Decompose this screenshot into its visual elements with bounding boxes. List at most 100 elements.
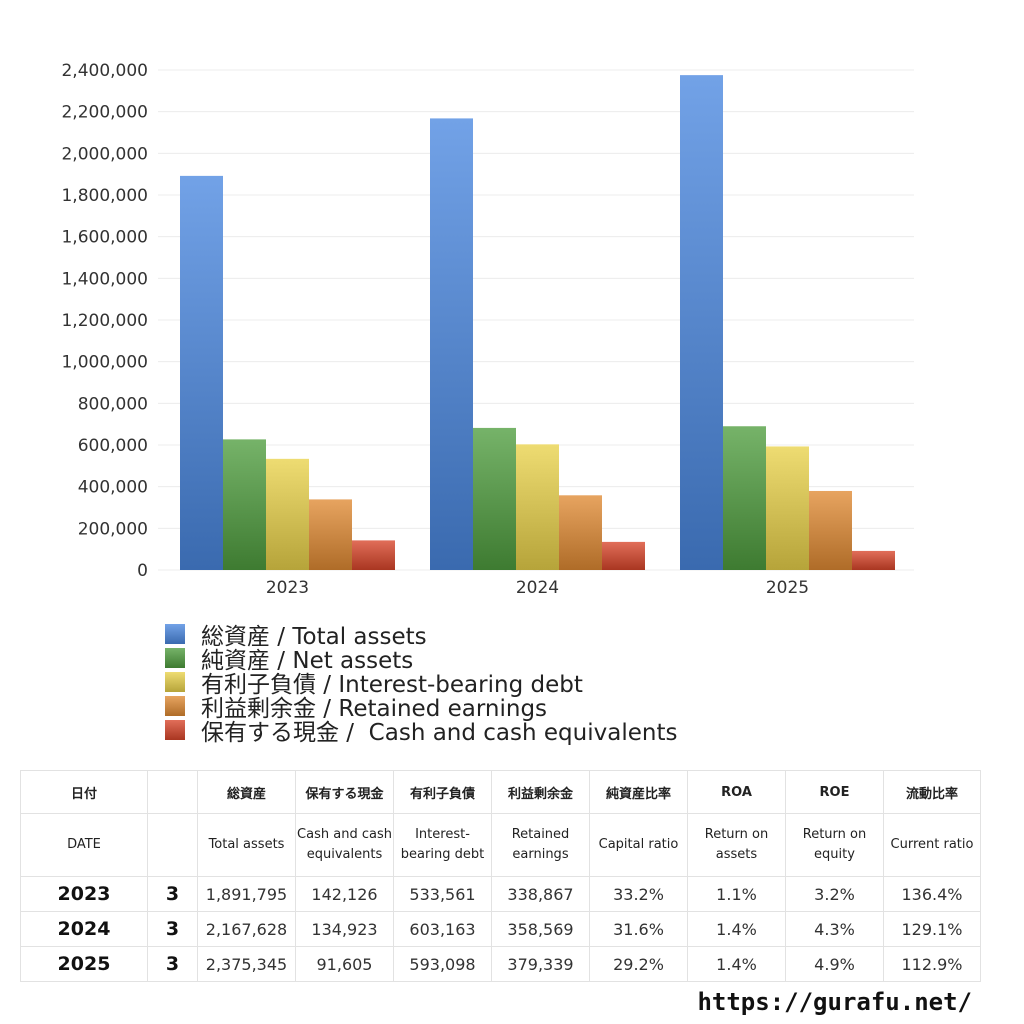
bar-2025-series-3 <box>766 446 809 570</box>
y-tick-label: 1,600,000 <box>61 228 148 248</box>
legend-item: 保有する現金 / Cash and cash equivalents <box>165 718 677 746</box>
table-cell: 3.2% <box>785 876 884 912</box>
legend-label: 保有する現金 / Cash and cash equivalents <box>201 720 678 746</box>
header-cell-jp: 純資産比率 <box>589 770 688 814</box>
bar-2023-series-2 <box>223 439 266 570</box>
table-cell: 2025 <box>20 946 148 982</box>
table-cell: 2,167,628 <box>197 911 296 947</box>
table-cell: 91,605 <box>295 946 394 982</box>
legend-swatch <box>165 672 185 692</box>
table-cell: 4.3% <box>785 911 884 947</box>
table-cell: 1.4% <box>687 911 786 947</box>
bar-2025-series-4 <box>809 490 852 570</box>
legend-label: 純資産 / Net assets <box>201 648 414 674</box>
header-cell-jp: ROA <box>687 770 786 814</box>
x-tick-label: 2023 <box>266 578 309 598</box>
header-row-jp: 日付 総資産 保有する現金 有利子負債 利益剰余金 純資産比率 ROA ROE 流動比率 <box>20 770 981 814</box>
bar-2024-series-5 <box>602 541 645 570</box>
bar-chart: 0 200,000 400,000 600,000 800,000 1,000,000 1,… <box>61 61 914 598</box>
y-tick-label: 2,400,000 <box>61 61 148 81</box>
legend-swatch <box>165 696 185 716</box>
table-cell: 603,163 <box>393 911 492 947</box>
table-cell: 2023 <box>20 876 148 912</box>
table-cell: 31.6% <box>589 911 688 947</box>
bar-2024-series-2 <box>473 427 516 570</box>
header-cell-en: Capital ratio <box>589 813 688 877</box>
bar-2024-series-3 <box>516 444 559 570</box>
header-cell-en <box>147 813 198 877</box>
y-axis-ticks: 0 200,000 400,000 600,000 800,000 1,000,000 1,… <box>61 61 148 581</box>
legend: 総資産 / Total assets 純資産 / Net assets 有利子負債 … <box>165 622 677 746</box>
header-cell-jp: ROE <box>785 770 884 814</box>
table-cell: 1,891,795 <box>197 876 296 912</box>
legend-item: 有利子負債 / Interest-bearing debt <box>165 670 677 698</box>
table-row: 2025 3 2,375,345 91,605 593,098 379,339 29.2% 1… <box>20 946 981 982</box>
legend-item: 総資産 / Total assets <box>165 622 677 650</box>
table-cell: 3 <box>147 946 198 982</box>
header-cell-jp: 保有する現金 <box>295 770 394 814</box>
y-tick-label: 600,000 <box>78 436 148 456</box>
legend-label: 総資産 / Total assets <box>201 624 427 650</box>
header-row-en: DATE Total assets Cash and cash equivalent… <box>20 813 981 877</box>
header-cell-jp: 日付 <box>20 770 148 814</box>
header-cell-jp: 総資産 <box>197 770 296 814</box>
legend-label: 利益剰余金 / Retained earnings <box>201 696 548 722</box>
bar-2023-series-4 <box>309 499 352 570</box>
header-cell-en: Cash and cash equivalents <box>295 813 394 877</box>
y-tick-label: 2,200,000 <box>61 103 148 123</box>
table-cell: 1.1% <box>687 876 786 912</box>
header-cell-en: DATE <box>20 813 148 877</box>
table-cell: 2,375,345 <box>197 946 296 982</box>
table-row: 2023 3 1,891,795 142,126 533,561 338,867 33.2%… <box>20 876 981 912</box>
x-tick-label: 2024 <box>516 578 559 598</box>
header-cell-en: Return on assets <box>687 813 786 877</box>
table-cell: 593,098 <box>393 946 492 982</box>
table-cell: 2024 <box>20 911 148 947</box>
bar-2024-series-1 <box>430 118 473 571</box>
x-tick-label: 2025 <box>766 578 809 598</box>
y-tick-label: 800,000 <box>78 394 148 414</box>
table-cell: 338,867 <box>491 876 590 912</box>
table-cell: 129.1% <box>883 911 981 947</box>
y-tick-label: 400,000 <box>78 478 148 498</box>
header-cell-en: Total assets <box>197 813 296 877</box>
table-cell: 134,923 <box>295 911 394 947</box>
header-cell-en: Current ratio <box>883 813 981 877</box>
table-row: 2024 3 2,167,628 134,923 603,163 358,569 31.6%… <box>20 911 981 947</box>
header-cell-jp <box>147 770 198 814</box>
legend-item: 純資産 / Net assets <box>165 646 677 674</box>
bar-2023-series-5 <box>352 540 395 570</box>
bar-2025-series-5 <box>852 550 895 570</box>
y-tick-label: 1,200,000 <box>61 311 148 331</box>
table-cell: 3 <box>147 876 198 912</box>
y-tick-label: 0 <box>137 561 148 581</box>
table-cell: 3 <box>147 911 198 947</box>
y-tick-label: 1,800,000 <box>61 186 148 206</box>
bar-2023-series-1 <box>180 175 223 570</box>
table-cell: 4.9% <box>785 946 884 982</box>
header-cell-en: Interest-bearing debt <box>393 813 492 877</box>
header-cell-jp: 流動比率 <box>883 770 981 814</box>
y-tick-label: 1,000,000 <box>61 353 148 373</box>
legend-swatch <box>165 648 185 668</box>
header-cell-jp: 利益剰余金 <box>491 770 590 814</box>
table-cell: 142,126 <box>295 876 394 912</box>
bars <box>180 75 895 571</box>
legend-swatch <box>165 624 185 644</box>
table-cell: 29.2% <box>589 946 688 982</box>
bar-2025-series-2 <box>723 426 766 570</box>
header-cell-en: Retained earnings <box>491 813 590 877</box>
table-cell: 136.4% <box>883 876 981 912</box>
table-cell: 379,339 <box>491 946 590 982</box>
bar-2023-series-3 <box>266 458 309 570</box>
table-cell: 1.4% <box>687 946 786 982</box>
y-tick-label: 2,000,000 <box>61 144 148 164</box>
table-cell: 33.2% <box>589 876 688 912</box>
legend-swatch <box>165 720 185 740</box>
source-url: https://gurafu.net/ <box>697 988 972 1016</box>
y-tick-label: 200,000 <box>78 519 148 539</box>
y-tick-label: 1,400,000 <box>61 269 148 289</box>
table-cell: 533,561 <box>393 876 492 912</box>
table-cell: 112.9% <box>883 946 981 982</box>
bar-2025-series-1 <box>680 75 723 570</box>
